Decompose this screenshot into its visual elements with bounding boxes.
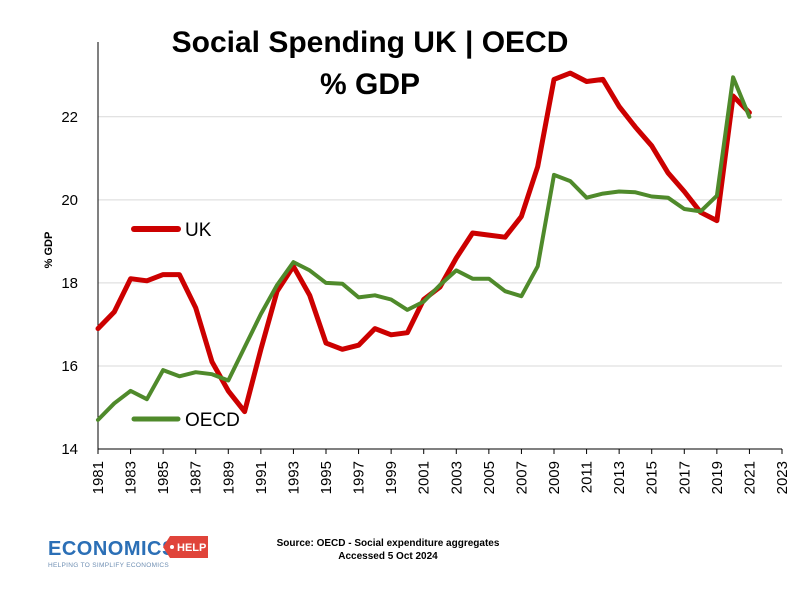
source-line-2: Accessed 5 Oct 2024 — [338, 551, 438, 562]
x-tick-label: 1999 — [383, 461, 400, 494]
x-tick-label: 1993 — [285, 461, 302, 494]
grid-lines — [98, 116, 782, 367]
x-tick-label: 1989 — [220, 461, 237, 494]
series-line-oecd — [96, 75, 752, 422]
legend-uk-label: UK — [185, 220, 212, 241]
x-tick-label: 1995 — [318, 461, 335, 494]
x-tick-label: 2017 — [676, 461, 693, 494]
x-tick-label: 1981 — [90, 461, 107, 494]
x-tick-label: 2011 — [579, 461, 596, 493]
y-tick-label: 18 — [61, 275, 78, 292]
x-tick-label: 2021 — [741, 461, 758, 494]
economics-help-logo: ECONOMICS HELP HELPING TO SIMPLIFY ECONO… — [48, 536, 208, 569]
logo-tagline: HELPING TO SIMPLIFY ECONOMICS — [48, 562, 169, 569]
x-tick-label: 2003 — [448, 461, 465, 494]
y-axis-label: % GDP — [43, 232, 55, 269]
chart-subtitle: % GDP — [320, 68, 420, 101]
x-tick-label: 2015 — [644, 461, 661, 494]
legend-oecd-label: OECD — [185, 410, 240, 431]
logo-badge — [163, 536, 208, 558]
x-tick-label: 2023 — [774, 461, 791, 494]
x-tick-label: 2009 — [546, 461, 563, 494]
logo-main-text: ECONOMICS — [48, 538, 176, 560]
y-tick-labels: 14 16 18 20 22 — [61, 109, 78, 458]
chart-title: Social Spending UK | OECD — [172, 26, 569, 59]
x-tick-label: 1985 — [155, 461, 172, 494]
y-tick-label: 22 — [61, 109, 78, 126]
series-lines — [95, 70, 752, 422]
x-tick-label: 2001 — [416, 461, 433, 494]
x-tick-label: 1987 — [188, 461, 205, 494]
x-tick-label: 2007 — [513, 461, 530, 494]
x-tick-label: 1997 — [351, 461, 368, 494]
x-tick-label: 2019 — [709, 461, 726, 494]
y-tick-label: 16 — [61, 358, 78, 375]
logo-badge-hole — [170, 545, 174, 549]
series-line-uk — [95, 70, 752, 415]
x-tick-label: 1991 — [253, 461, 270, 494]
source-line-1: Source: OECD - Social expenditure aggreg… — [277, 538, 500, 549]
x-tick-label: 1983 — [123, 461, 140, 494]
y-tick-label: 14 — [61, 441, 78, 458]
y-tick-label: 20 — [61, 192, 78, 209]
x-tick-label: 2013 — [611, 461, 628, 494]
x-tick-labels: 1981 1983 1985 1987 1989 1991 1993 1995 1997 1999… — [90, 449, 791, 494]
x-tick-label: 2005 — [481, 461, 498, 494]
logo-badge-text: HELP — [177, 542, 206, 554]
